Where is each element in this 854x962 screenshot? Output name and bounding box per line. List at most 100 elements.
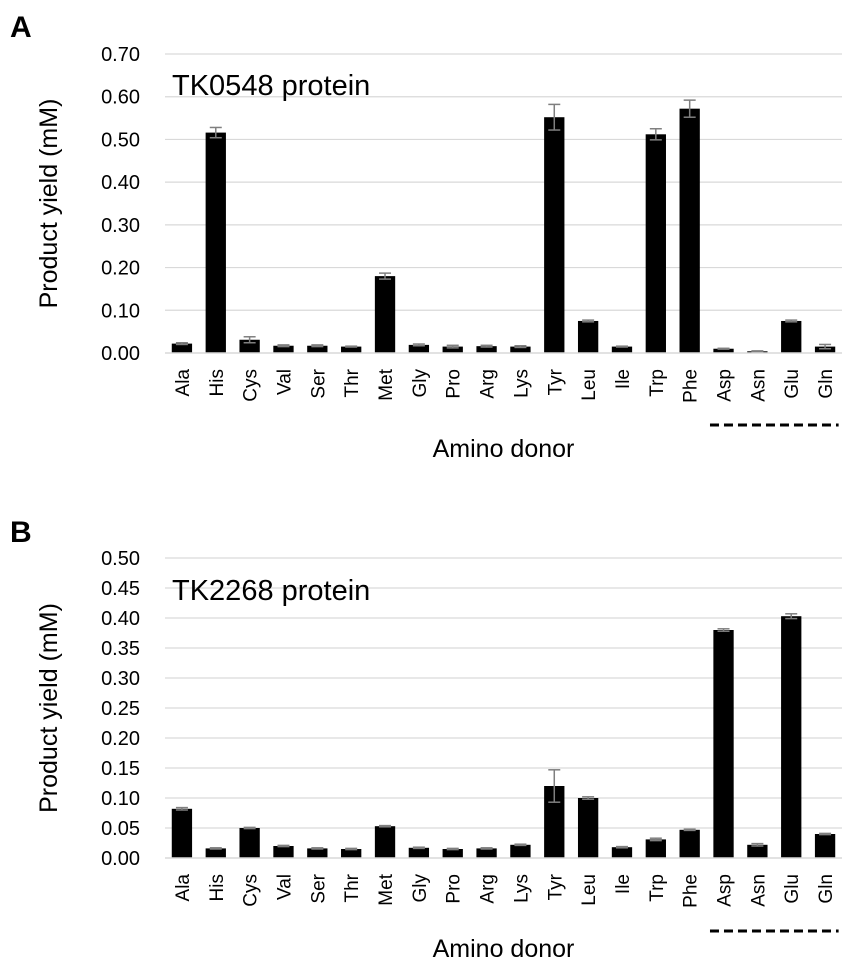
x-tick-label: Gln bbox=[816, 369, 837, 399]
bars bbox=[171, 108, 836, 354]
bar-ser bbox=[307, 345, 328, 353]
bar-tyr bbox=[544, 786, 565, 858]
error-bar-arg bbox=[480, 847, 493, 850]
error-bar-ser bbox=[311, 344, 324, 348]
error-bar-arg bbox=[480, 344, 493, 348]
y-tick-label: 0.20 bbox=[101, 258, 140, 280]
x-tick-label: Asp bbox=[715, 369, 736, 402]
x-tick-label: Gly bbox=[410, 874, 431, 903]
bar-pro bbox=[442, 849, 463, 858]
y-tick-labels: 0.00 0.10 0.20 0.30 0.40 0.50 0.60 0.70 bbox=[101, 44, 140, 365]
error-bar-glu bbox=[785, 613, 798, 620]
error-bar-val bbox=[277, 844, 290, 848]
y-tick-label: 0.60 bbox=[101, 87, 140, 109]
error-bar-asp bbox=[717, 347, 730, 350]
protein-label: TK2268 protein bbox=[172, 575, 370, 607]
x-tick-label: Glu bbox=[782, 874, 803, 904]
x-tick-label: Ser bbox=[308, 368, 329, 398]
error-bar-pro bbox=[446, 344, 459, 349]
bar-asp bbox=[713, 348, 734, 353]
y-tick-label: 0.30 bbox=[101, 215, 140, 237]
x-tick-label: Thr bbox=[342, 368, 363, 397]
x-tick-label: Cys bbox=[241, 874, 262, 907]
bar-ile bbox=[611, 847, 633, 858]
panel-b: B 0.000.050.100.150.200.250.300.350.400.… bbox=[10, 516, 842, 962]
bar-ile bbox=[611, 346, 633, 353]
x-tick-label: His bbox=[207, 874, 228, 901]
error-bar-pro bbox=[446, 847, 459, 851]
bar-tyr bbox=[544, 117, 565, 354]
x-tick-label: Pro bbox=[444, 369, 465, 399]
y-axis-title: Product yield (mM) bbox=[35, 99, 63, 309]
y-tick-label: 0.50 bbox=[101, 129, 140, 151]
y-tick-label: 0.15 bbox=[101, 758, 140, 780]
x-tick-label: Asn bbox=[748, 874, 769, 907]
error-bar-thr bbox=[345, 345, 358, 348]
error-bar-ile bbox=[615, 345, 628, 348]
y-tick-label: 0.00 bbox=[101, 848, 140, 870]
y-tick-label: 0.30 bbox=[101, 668, 140, 690]
bar-met bbox=[374, 826, 396, 858]
bar-gly bbox=[408, 847, 430, 858]
error-bar-ile bbox=[615, 845, 628, 849]
bar-thr bbox=[341, 849, 362, 858]
y-tick-label: 0.25 bbox=[101, 698, 140, 720]
error-bar-gln bbox=[819, 343, 832, 350]
bar-asn bbox=[747, 844, 768, 858]
y-tick-label: 0.70 bbox=[101, 44, 140, 66]
error-bar-asn bbox=[751, 842, 764, 847]
error-bar-gly bbox=[412, 343, 425, 347]
bar-arg bbox=[476, 848, 497, 858]
bar-trp bbox=[645, 134, 666, 353]
bar-his bbox=[205, 848, 226, 858]
x-tick-label: Arg bbox=[478, 369, 499, 399]
error-bars bbox=[175, 613, 832, 851]
bar-leu bbox=[577, 798, 599, 858]
x-tick-labels: Ala His Cys Val Ser Thr Met Gly Pro Arg Lys Tyr Leu I… bbox=[173, 873, 837, 908]
x-tick-label: Leu bbox=[579, 874, 600, 906]
x-tick-label: Ala bbox=[173, 874, 194, 902]
error-bar-trp bbox=[649, 837, 662, 842]
bar-phe bbox=[679, 829, 700, 858]
x-tick-label: Arg bbox=[478, 874, 499, 904]
x-tick-label: Asp bbox=[715, 874, 736, 907]
error-bar-tyr bbox=[548, 103, 561, 131]
error-bar-ser bbox=[311, 847, 324, 850]
gridlines bbox=[165, 53, 842, 311]
bar-his bbox=[205, 132, 226, 353]
x-tick-label: Ala bbox=[173, 369, 194, 397]
bar-lys bbox=[510, 346, 531, 353]
x-tick-label: Lys bbox=[511, 874, 532, 903]
error-bar-gln bbox=[819, 832, 832, 836]
y-tick-label: 0.10 bbox=[101, 300, 140, 322]
x-tick-label: Ile bbox=[613, 874, 634, 894]
panel-label: A bbox=[10, 11, 32, 44]
y-tick-label: 0.40 bbox=[101, 172, 140, 194]
bar-phe bbox=[679, 108, 700, 353]
y-tick-label: 0.20 bbox=[101, 728, 140, 750]
x-tick-label: Val bbox=[274, 369, 295, 395]
error-bar-cys bbox=[243, 826, 256, 830]
x-axis-title: Amino donor bbox=[433, 935, 575, 962]
x-tick-label: Phe bbox=[681, 369, 702, 403]
error-bar-val bbox=[277, 344, 290, 348]
bar-asp bbox=[713, 630, 734, 858]
error-bar-asn bbox=[751, 350, 764, 353]
error-bars bbox=[175, 99, 832, 353]
y-axis-title: Product yield (mM) bbox=[35, 603, 63, 813]
x-tick-label: Thr bbox=[342, 873, 363, 902]
bar-val bbox=[273, 846, 294, 858]
y-tick-label: 0.50 bbox=[101, 548, 140, 570]
x-tick-label: Lys bbox=[511, 369, 532, 398]
bar-gln bbox=[814, 834, 836, 858]
x-tick-label: Ser bbox=[308, 873, 329, 903]
x-tick-label: Tyr bbox=[545, 873, 566, 900]
x-tick-label: Val bbox=[274, 874, 295, 900]
error-bar-thr bbox=[345, 847, 358, 851]
y-tick-label: 0.45 bbox=[101, 578, 140, 600]
x-tick-label: Trp bbox=[647, 874, 668, 902]
x-tick-label: Pro bbox=[444, 874, 465, 904]
y-tick-labels: 0.00 0.05 0.10 0.15 0.20 0.25 0.30 0.35 0.40 0.45… bbox=[101, 548, 140, 870]
x-tick-label: Asn bbox=[748, 369, 769, 402]
